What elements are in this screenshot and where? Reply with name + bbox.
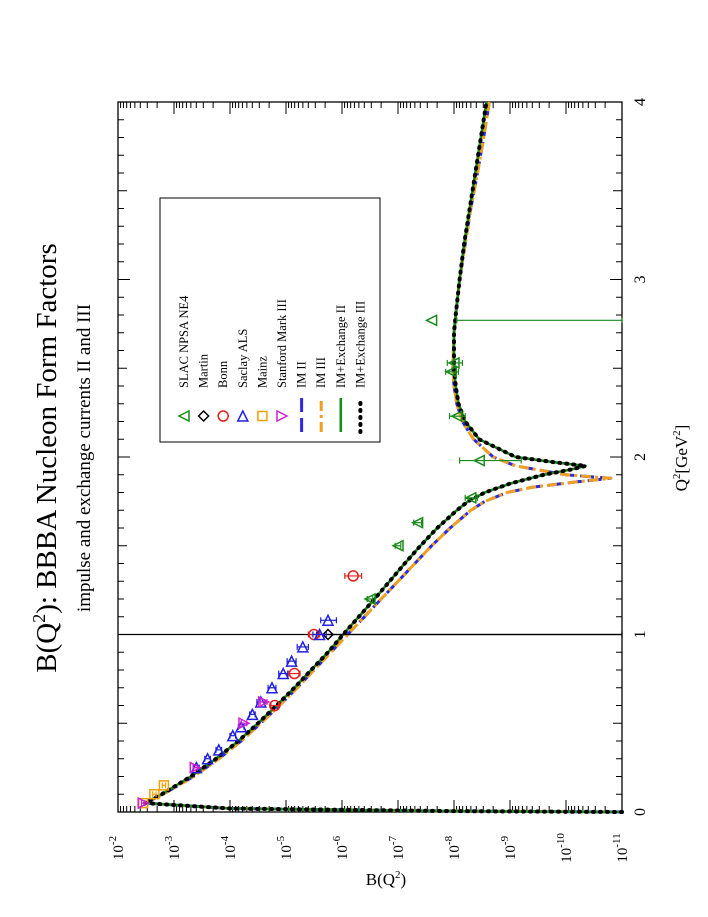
- legend-label: Saclay ALS: [236, 329, 250, 388]
- data-point-saclay-als: [313, 627, 326, 641]
- legend-label: IM+Exchange II: [334, 305, 348, 388]
- legend-marker: [177, 409, 190, 423]
- data-point-stanford-mark-iii: [238, 717, 251, 730]
- data-point-saclay-als: [285, 654, 298, 667]
- y-tick-label: 10-2: [107, 836, 127, 860]
- legend-entry: IM II: [295, 361, 309, 432]
- data-point-slac-npsa-ne4: [450, 409, 463, 423]
- legend-entry: IM+Exchange III: [353, 301, 367, 434]
- x-tick-label: 2: [632, 453, 649, 461]
- data-point-slac-npsa-ne4: [410, 516, 424, 529]
- data-point-saclay-als: [201, 752, 214, 765]
- data-point-saclay-als: [296, 640, 310, 653]
- legend-label: SLAC NPSA NE4: [177, 295, 191, 388]
- legend-marker: [236, 409, 250, 422]
- chart-title: B(Q2): BBBA Nucleon Form Factors: [29, 243, 63, 673]
- value-axis-label: B(Q2): [366, 869, 406, 889]
- data-point-saclay-als: [246, 707, 259, 721]
- data-point-saclay-als: [212, 743, 226, 756]
- legend-entry: IM+Exchange II: [334, 305, 348, 432]
- x-tick-label: 4: [632, 98, 649, 106]
- y-tick-label: 10-3: [163, 835, 183, 860]
- data-point-saclay-als: [226, 728, 240, 742]
- legend: SLAC NPSA NE4 Martin Bonn Saclay ALS Mainz St…: [159, 197, 381, 443]
- y-tick-label: 10-11: [611, 833, 631, 862]
- chart-subtitle: impulse and exchange currents II and III: [74, 304, 95, 612]
- legend-label: Mainz: [255, 356, 269, 388]
- y-tick-label: 10-8: [443, 835, 463, 860]
- legend-label: Martin: [197, 353, 211, 388]
- legend-entry: Stanford Mark III: [275, 299, 289, 423]
- data-point-stanford-mark-iii: [137, 796, 150, 810]
- legend-label: Stanford Mark III: [275, 299, 289, 388]
- y-tick-label: 10-6: [331, 835, 351, 860]
- legend-label: Bonn: [216, 360, 230, 388]
- legend-entry: Saclay ALS: [236, 329, 250, 422]
- legend-box: [159, 197, 381, 443]
- x-tick-label: 3: [632, 276, 649, 284]
- legend-entry: SLAC NPSA NE4: [177, 295, 191, 423]
- x-tick-label: 1: [632, 631, 649, 639]
- legend-entry: Bonn: [216, 360, 230, 422]
- legend-entry: Martin: [197, 353, 211, 423]
- data-point-slac-npsa-ne4: [464, 491, 477, 505]
- data-point-mainz: [158, 780, 170, 791]
- data-point-slac-npsa-ne4: [424, 314, 438, 327]
- title-block: B(Q2): BBBA Nucleon Form Factors impulse…: [29, 243, 95, 673]
- y-tick-label: 10-7: [387, 835, 407, 860]
- data-point-slac-npsa-ne4: [363, 592, 376, 606]
- tick-layer: 0 1 2 3 4 10-2 10-3 10-4 10-5 10-6 10-7 10-8 10-9 10-…: [107, 98, 649, 863]
- data-point-bonn: [269, 699, 281, 712]
- legend-marker: [197, 409, 210, 423]
- x-tick-label: 0: [632, 808, 649, 816]
- data-point-slac-npsa-ne4: [472, 454, 485, 467]
- data-point-saclay-als: [265, 681, 279, 694]
- legend-marker: [276, 409, 289, 423]
- y-axis-label: Q2[GeV2]: [671, 425, 691, 492]
- data-point-bonn: [347, 570, 359, 582]
- data-point-saclay-als: [276, 666, 290, 680]
- y-tick-label: 10-5: [275, 835, 295, 860]
- data-point-bonn: [288, 667, 301, 680]
- data-point-slac-npsa-ne4: [447, 356, 460, 370]
- legend-label: IM+Exchange III: [353, 301, 367, 388]
- legend-entry: IM III: [314, 357, 328, 432]
- data-point-mainz: [149, 789, 160, 800]
- legend-entry: Mainz: [255, 356, 269, 422]
- points-layer: [137, 314, 623, 810]
- data-point-martin: [321, 628, 335, 641]
- data-point-saclay-als: [321, 613, 335, 627]
- y-tick-label: 10-9: [499, 835, 519, 860]
- legend-marker: [257, 410, 268, 422]
- legend-label: IM III: [314, 357, 328, 388]
- data-point-stanford-mark-iii: [257, 695, 271, 709]
- data-point-stanford-mark-iii: [189, 761, 202, 774]
- data-point-slac-npsa-ne4: [444, 365, 457, 379]
- y-tick-label: 10-4: [219, 835, 239, 860]
- data-point-slac-npsa-ne4: [391, 539, 404, 552]
- y-tick-label: 10-10: [555, 833, 575, 863]
- legend-label: IM II: [295, 361, 309, 388]
- legend-marker: [217, 410, 229, 422]
